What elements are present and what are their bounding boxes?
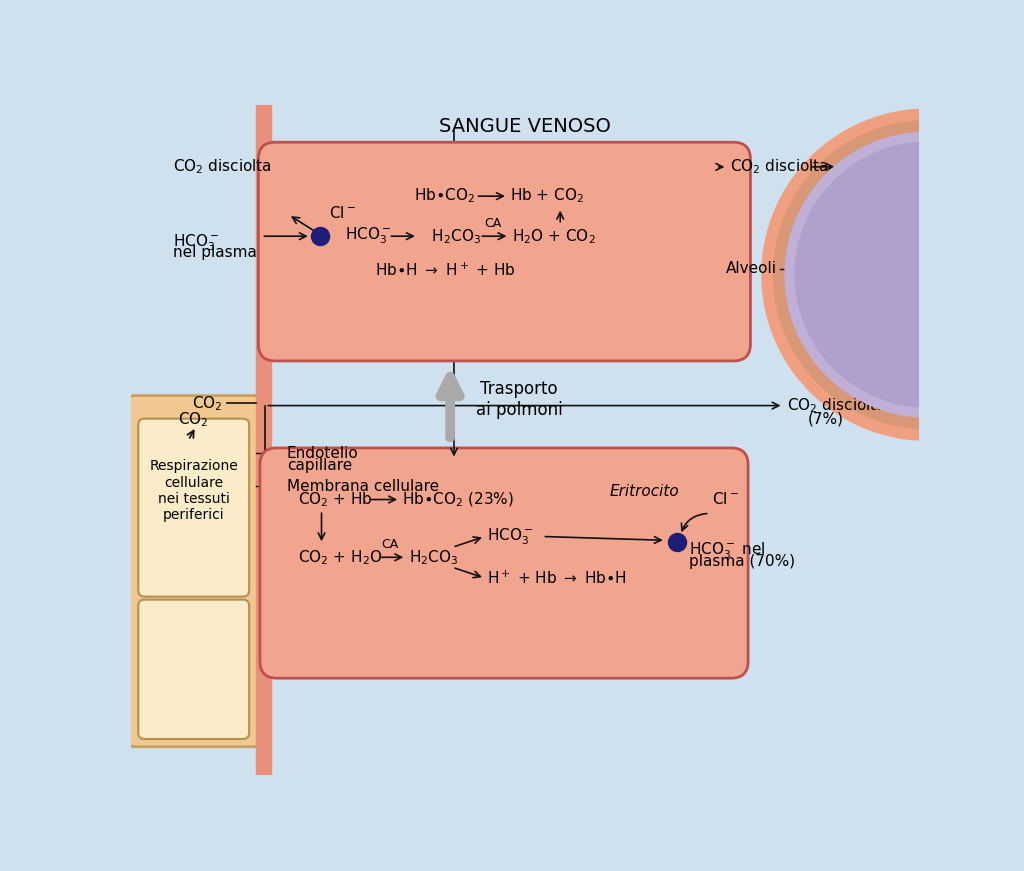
FancyBboxPatch shape [260,448,749,679]
Text: (7%): (7%) [808,412,844,427]
Text: Respirazione
cellulare
nei tessuti
periferici: Respirazione cellulare nei tessuti perif… [150,460,238,522]
Text: nel plasma: nel plasma [173,246,257,260]
Text: capillare: capillare [287,458,352,473]
Circle shape [762,109,1024,440]
FancyBboxPatch shape [138,419,249,597]
Text: H$^+$ + Hb $\rightarrow$ Hb$\bullet$H: H$^+$ + Hb $\rightarrow$ Hb$\bullet$H [487,570,627,587]
Text: Alveoli: Alveoli [726,261,777,276]
Text: Eritrocito: Eritrocito [610,484,680,499]
Text: CO$_2$: CO$_2$ [193,394,223,413]
Bar [256,105,271,775]
Text: Hb$\bullet$CO$_2$: Hb$\bullet$CO$_2$ [414,186,475,206]
Text: HCO$_3^-$: HCO$_3^-$ [345,226,391,246]
FancyBboxPatch shape [138,599,249,739]
Text: CO$_2$ disciolta: CO$_2$ disciolta [730,158,828,176]
Text: plasma (70%): plasma (70%) [689,554,795,570]
Text: CA: CA [381,538,398,551]
Text: Endotelio: Endotelio [287,446,358,461]
Text: HCO$_3^-$: HCO$_3^-$ [173,233,219,253]
Text: HCO$_3^-$: HCO$_3^-$ [487,526,534,547]
Circle shape [795,142,1024,407]
Text: Membrana cellulare: Membrana cellulare [287,479,439,494]
Text: H$_2$O + CO$_2$: H$_2$O + CO$_2$ [512,226,596,246]
Text: CO$_2$: CO$_2$ [840,158,870,176]
Text: SANGUE VENOSO: SANGUE VENOSO [439,117,610,136]
Text: CO$_2$ disciolta: CO$_2$ disciolta [173,158,271,176]
Text: Hb$\bullet$CO$_2$ (23%): Hb$\bullet$CO$_2$ (23%) [402,490,514,509]
Text: Hb + CO$_2$: Hb + CO$_2$ [510,186,585,206]
FancyBboxPatch shape [128,395,260,746]
Text: Cl$^-$: Cl$^-$ [712,491,738,507]
Text: HCO$_3^-$ nel: HCO$_3^-$ nel [689,540,765,561]
FancyBboxPatch shape [258,142,751,361]
Text: Trasporto
ai polmoni: Trasporto ai polmoni [475,380,562,419]
Text: CO$_2$ + Hb: CO$_2$ + Hb [298,490,374,509]
Text: H$_2$CO$_3$: H$_2$CO$_3$ [409,548,458,567]
Text: CO$_2$: CO$_2$ [178,410,209,429]
Text: Hb$\bullet$H $\rightarrow$ H$^+$ + Hb: Hb$\bullet$H $\rightarrow$ H$^+$ + Hb [376,262,516,280]
Text: H$_2$CO$_3$: H$_2$CO$_3$ [422,226,481,246]
Text: CO$_2$ disciolta: CO$_2$ disciolta [786,396,886,415]
Text: CO$_2$ + H$_2$O: CO$_2$ + H$_2$O [298,548,383,567]
Circle shape [785,132,1024,417]
Circle shape [773,121,1024,429]
Text: Cl$^-$: Cl$^-$ [330,205,356,221]
Text: CA: CA [483,217,501,230]
